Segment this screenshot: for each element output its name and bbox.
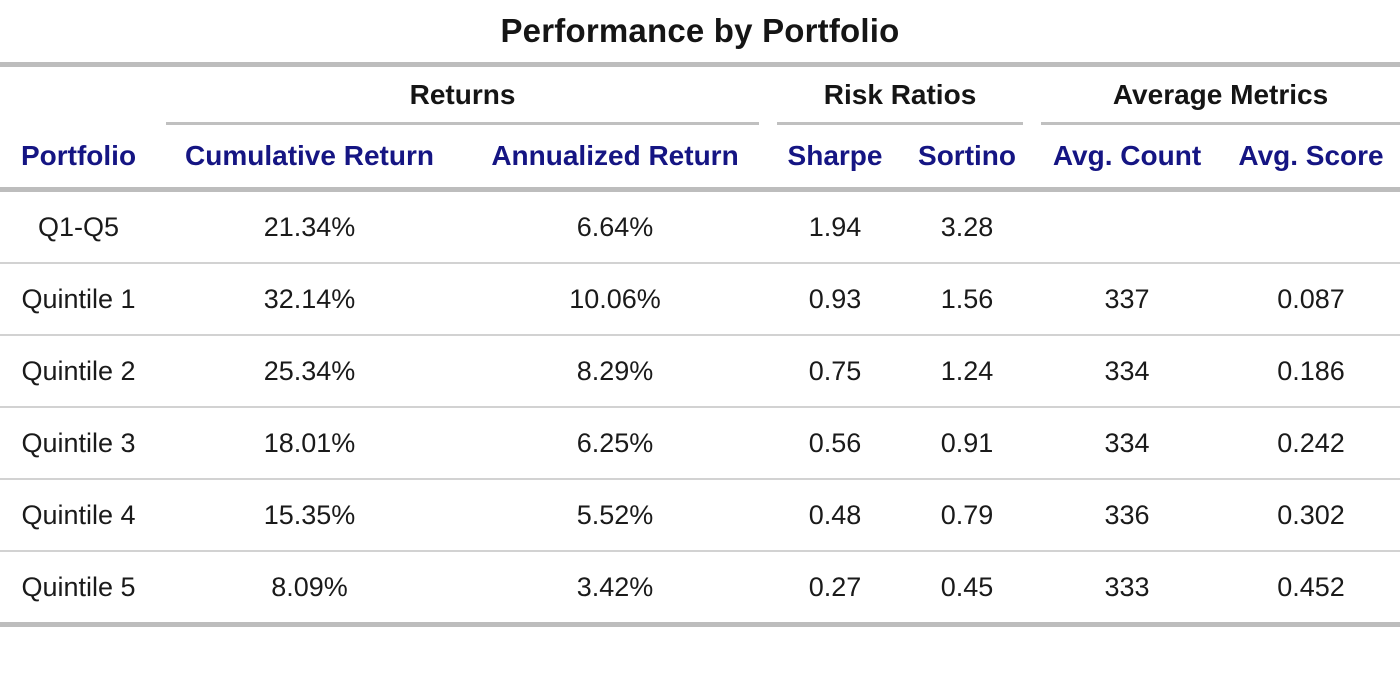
row-label: Quintile 1: [0, 262, 157, 335]
table-cell: 0.087: [1222, 262, 1400, 335]
table-cell: 0.27: [768, 550, 903, 625]
table-cell: 334: [1032, 334, 1223, 407]
table-cell: 8.29%: [462, 334, 769, 407]
table-cell: 336: [1032, 478, 1223, 551]
page-title: Performance by Portfolio: [500, 12, 900, 49]
column-group-risk-ratios-label: Risk Ratios: [777, 67, 1024, 125]
col-header-portfolio: Portfolio: [0, 125, 157, 192]
performance-table: Returns Risk Ratios Average Metrics Port…: [0, 62, 1400, 627]
row-label: Q1-Q5: [37, 211, 120, 242]
table-cell: 3.42%: [462, 550, 769, 625]
table-cell: 1.24: [902, 334, 1033, 407]
table-cell: 0.56: [768, 406, 903, 479]
table-cell: 334: [1032, 406, 1223, 479]
table-cell: 0.93: [768, 262, 903, 335]
row-label: Quintile 5: [0, 550, 157, 625]
table-cell: 0.186: [1222, 334, 1400, 407]
column-group-returns-label: Returns: [166, 67, 760, 125]
table-cell: 8.09%: [157, 550, 462, 625]
table-cell: 0.79: [902, 478, 1033, 551]
col-header-avg-count: Avg. Count: [1032, 125, 1223, 192]
table-cell: [1222, 190, 1400, 264]
table-cell: 1.56: [902, 262, 1033, 335]
column-group-risk-ratios: Risk Ratios: [768, 65, 1032, 125]
column-group-average-metrics: Average Metrics: [1032, 65, 1400, 125]
row-label: Quintile 3: [0, 406, 157, 479]
table-cell: 0.48: [768, 478, 903, 551]
table-row-quintile-2: Quintile 2 25.34% 8.29% 0.75 1.24 334 0.…: [0, 334, 1400, 407]
table-row-quintile-5: Quintile 5 8.09% 3.42% 0.27 0.45 333 0.4…: [0, 550, 1400, 625]
table-cell: 0.302: [1222, 478, 1400, 551]
column-group-average-metrics-label: Average Metrics: [1041, 67, 1400, 125]
table-cell: 3.28: [940, 211, 994, 242]
row-label: Quintile 4: [0, 478, 157, 551]
table-cell: 15.35%: [157, 478, 462, 551]
col-header-avg-score: Avg. Score: [1222, 125, 1400, 192]
column-group-returns: Returns: [157, 65, 768, 125]
table-cell: 1.94: [808, 211, 862, 242]
column-group-spacer: [0, 65, 157, 126]
table-row-quintile-4: Quintile 4 15.35% 5.52% 0.48 0.79 336 0.…: [0, 478, 1400, 551]
table-cell: 0.242: [1222, 406, 1400, 479]
table-cell: 32.14%: [157, 262, 462, 335]
col-header-sortino: Sortino: [902, 125, 1033, 192]
table-row-q1-q5: Q1-Q5 21.34% 6.64% 1.94 3.28: [0, 190, 1400, 264]
table-row-quintile-1: Quintile 1 32.14% 10.06% 0.93 1.56 337 0…: [0, 262, 1400, 335]
table-cell: 10.06%: [462, 262, 769, 335]
table-cell: 6.25%: [462, 406, 769, 479]
table-cell: 5.52%: [462, 478, 769, 551]
table-cell: 18.01%: [157, 406, 462, 479]
col-header-annualized-return: Annualized Return: [462, 125, 769, 192]
table-cell: 6.64%: [576, 211, 654, 242]
table-cell: 0.91: [902, 406, 1033, 479]
col-header-cumulative-return: Cumulative Return: [157, 125, 462, 192]
column-header-row: Portfolio Cumulative Return Annualized R…: [0, 125, 1400, 192]
table-cell: 0.452: [1222, 550, 1400, 625]
table-cell: 21.34%: [263, 211, 356, 242]
table-cell: [1032, 190, 1222, 264]
table-cell: 25.34%: [157, 334, 462, 407]
column-group-row: Returns Risk Ratios Average Metrics: [0, 65, 1400, 126]
col-header-sharpe: Sharpe: [768, 125, 903, 192]
row-label: Quintile 2: [0, 334, 157, 407]
table-cell: 333: [1032, 550, 1223, 625]
table-cell: 0.75: [768, 334, 903, 407]
table-cell: 337: [1032, 262, 1223, 335]
table-cell: 0.45: [902, 550, 1033, 625]
table-row-quintile-3: Quintile 3 18.01% 6.25% 0.56 0.91 334 0.…: [0, 406, 1400, 479]
